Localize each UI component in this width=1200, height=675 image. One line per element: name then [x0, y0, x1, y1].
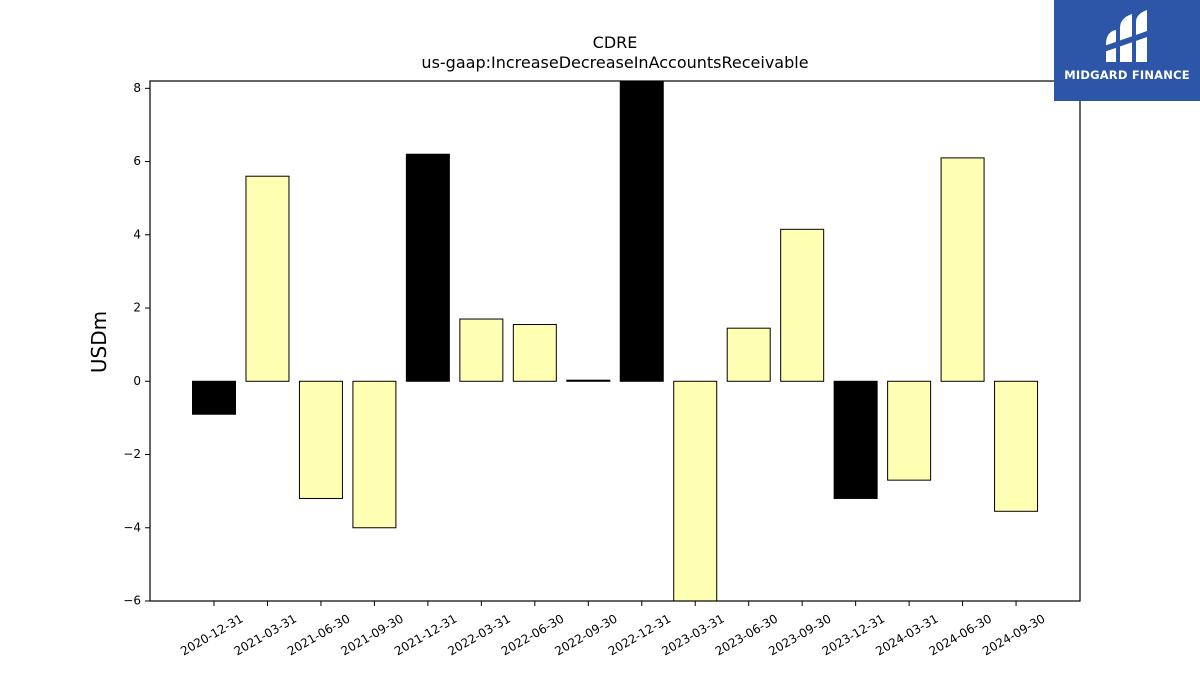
bar-2023-06-30 [726, 327, 771, 382]
y-tick-label: 6 [133, 154, 141, 168]
y-axis: −6 −4 −2 0 2 4 6 8 [123, 81, 150, 608]
logo-mark-icon [1104, 10, 1150, 62]
logo-text: MIDGARD FINANCE [1064, 68, 1190, 82]
chart-title: CDRE [593, 33, 638, 52]
y-tick-label: −2 [123, 447, 141, 461]
bar-2023-03-31 [673, 380, 718, 602]
y-tick-label: 0 [133, 374, 141, 388]
bar-2022-03-31 [459, 318, 504, 382]
plot-frame [149, 80, 1081, 602]
x-axis: 2020-12-312021-03-312021-06-302021-09-30… [178, 601, 1048, 658]
bar-2022-06-30 [512, 324, 557, 382]
brand-logo: MIDGARD FINANCE [1054, 0, 1200, 101]
bar-2024-03-31 [887, 380, 932, 481]
bar-2021-09-30 [352, 380, 397, 529]
bar-2020-12-31 [192, 380, 236, 415]
y-tick-label: −6 [123, 594, 141, 608]
chart-subtitle: us-gaap:IncreaseDecreaseInAccountsReceiv… [421, 53, 808, 72]
bar-2022-12-31 [619, 80, 664, 382]
bar-2023-09-30 [780, 228, 825, 382]
y-tick-label: −4 [123, 520, 141, 534]
bar-2021-03-31 [245, 175, 290, 382]
bar-2023-12-31 [833, 380, 878, 499]
bars-group [192, 80, 1039, 602]
y-tick-label: 8 [133, 81, 141, 95]
y-tick-label: 4 [133, 227, 141, 241]
y-axis-label: USDm [87, 311, 111, 373]
bar-2024-06-30 [940, 157, 985, 382]
bar-2024-09-30 [994, 380, 1039, 512]
y-tick-label: 2 [133, 301, 141, 315]
bar-2022-09-30 [566, 379, 611, 382]
bar-2021-06-30 [298, 380, 343, 499]
bar-2021-12-31 [405, 153, 450, 382]
